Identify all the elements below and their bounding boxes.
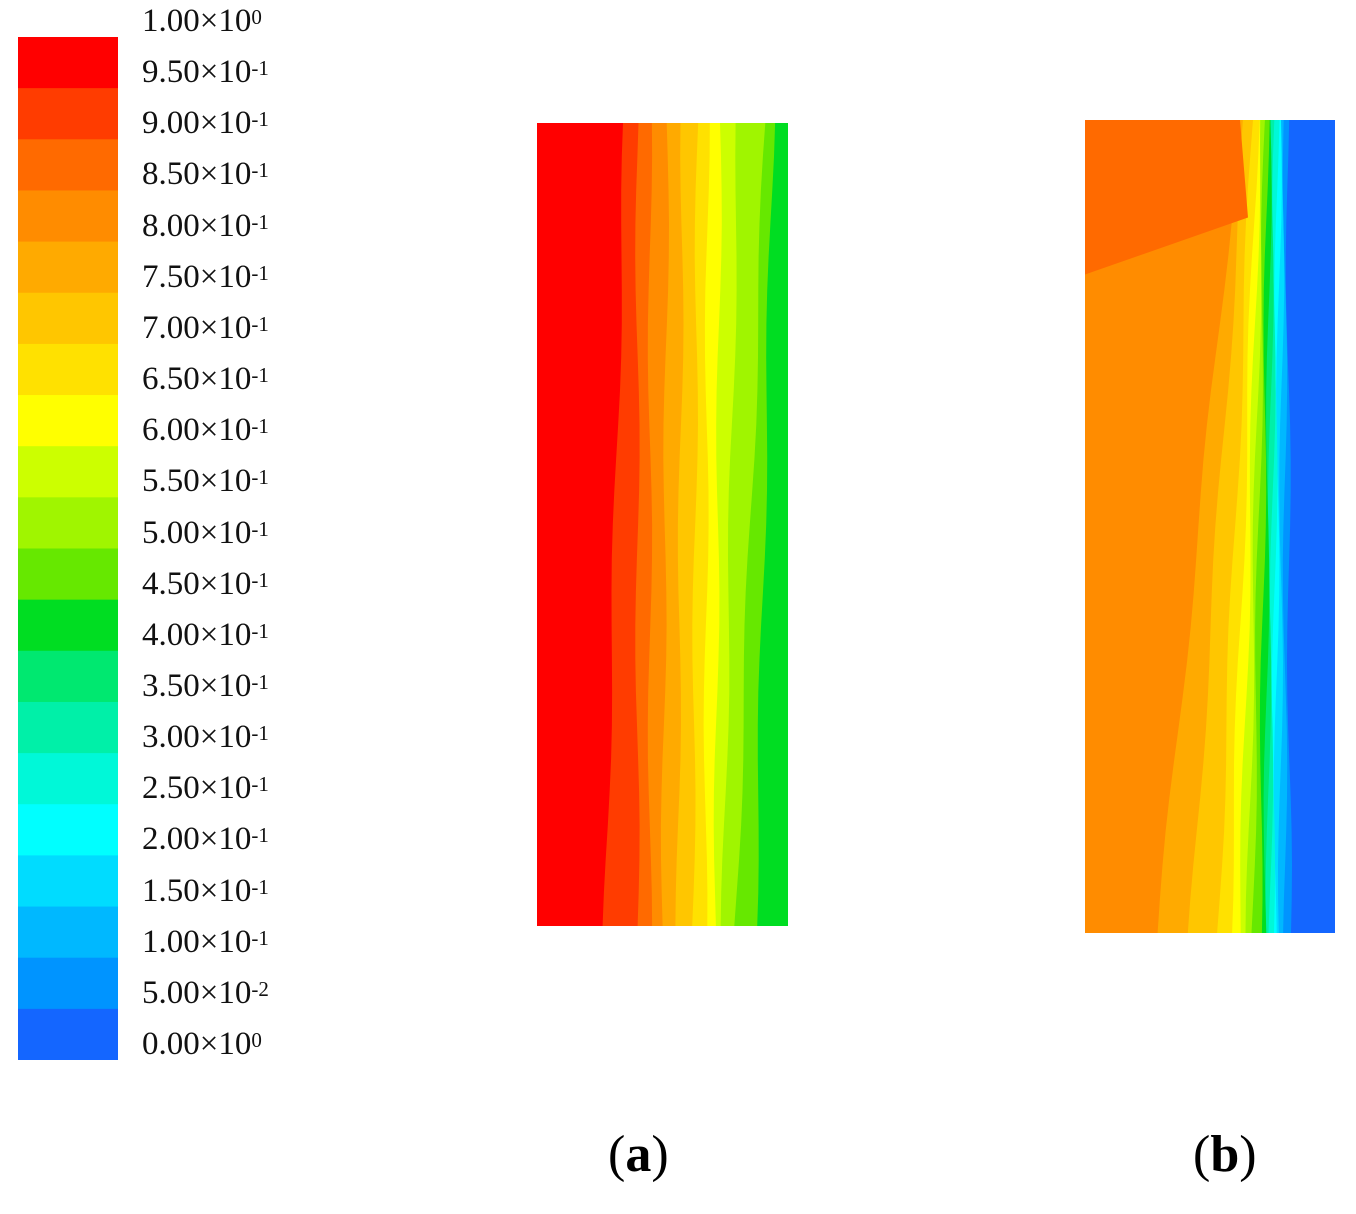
colorbar-tick-label: 6.50×10-1 (142, 361, 269, 398)
colorbar-tick-label: 9.00×10-1 (142, 105, 269, 142)
colorbar (18, 37, 118, 1060)
colorbar-tick-label: 7.50×10-1 (142, 258, 269, 295)
colorbar-tick-label: 5.00×10-1 (142, 514, 269, 551)
colorbar-band (18, 753, 118, 805)
colorbar-band (18, 343, 118, 396)
colorbar-band (18, 804, 118, 856)
colorbar-band (18, 957, 118, 1010)
colorbar-band (18, 906, 118, 959)
colorbar-tick-label: 3.00×10-1 (142, 719, 269, 756)
colorbar-tick-label: 4.00×10-1 (142, 616, 269, 653)
colorbar-tick-label: 2.50×10-1 (142, 770, 269, 807)
caption-a-letter: a (625, 1126, 652, 1183)
colorbar-band (18, 190, 118, 243)
colorbar-tick-label: 1.00×10-1 (142, 923, 269, 960)
colorbar-band (18, 446, 118, 498)
caption-a-open: ( (608, 1126, 626, 1183)
colorbar-labels: 1.00×100 9.50×10-1 9.00×10-1 8.50×10-1 8.00×… (142, 0, 342, 1100)
colorbar-band (18, 855, 118, 908)
colorbar-band (18, 241, 118, 294)
caption-a: (a) (608, 1125, 669, 1184)
colorbar-tick-label: 9.50×10-1 (142, 54, 269, 91)
colorbar-band (18, 548, 118, 601)
colorbar-tick-label: 4.50×10-1 (142, 565, 269, 602)
colorbar-band (18, 650, 118, 703)
caption-b-letter: b (1210, 1126, 1240, 1183)
colorbar-tick-label: 2.00×10-1 (142, 821, 269, 858)
colorbar-band (18, 37, 118, 89)
contour-band (1085, 120, 1240, 933)
colorbar-tick-label: 6.00×10-1 (142, 412, 269, 449)
caption-b: (b) (1193, 1125, 1257, 1184)
colorbar-band (18, 88, 118, 140)
colorbar-tick-label: 8.50×10-1 (142, 156, 269, 193)
colorbar-band (18, 599, 118, 652)
colorbar-band (18, 395, 118, 447)
contour-panel-a (537, 123, 788, 926)
colorbar-tick-label: 0.00×100 (142, 1026, 262, 1062)
colorbar-tick-label: 5.00×10-2 (142, 974, 269, 1011)
colorbar-tick-label: 1.00×100 (142, 3, 262, 39)
colorbar-tick-label: 8.00×10-1 (142, 207, 269, 244)
colorbar-tick-label: 1.50×10-1 (142, 872, 269, 909)
caption-b-open: ( (1193, 1126, 1211, 1183)
caption-a-close: ) (651, 1126, 669, 1183)
contour-panel-b (1085, 120, 1335, 933)
contour-band (537, 123, 623, 926)
contour-band (1085, 120, 1248, 275)
colorbar-band (18, 497, 118, 550)
colorbar-band (18, 292, 118, 345)
colorbar-band (18, 1008, 118, 1060)
colorbar-band (18, 701, 118, 754)
colorbar-tick-label: 5.50×10-1 (142, 463, 269, 500)
colorbar-band (18, 139, 118, 192)
caption-b-close: ) (1239, 1126, 1257, 1183)
colorbar-tick-label: 3.50×10-1 (142, 667, 269, 704)
colorbar-tick-label: 7.00×10-1 (142, 309, 269, 346)
